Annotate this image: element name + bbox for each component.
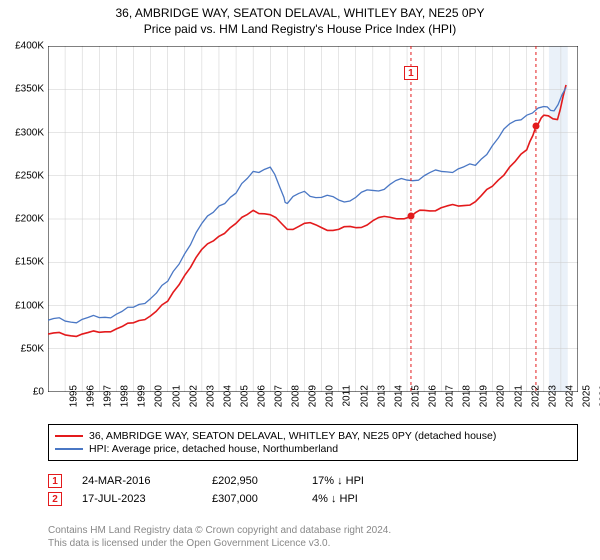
x-tick-label: 1998	[120, 385, 131, 407]
sale-point-marker	[532, 123, 539, 130]
x-tick-label: 2015	[410, 385, 421, 407]
x-tick-label: 2011	[341, 385, 352, 407]
legend-label: HPI: Average price, detached house, Nort…	[89, 443, 338, 455]
x-tick-label: 2013	[376, 385, 387, 407]
sale-date: 17-JUL-2023	[82, 493, 192, 505]
sale-date: 24-MAR-2016	[82, 475, 192, 487]
legend-row: HPI: Average price, detached house, Nort…	[55, 443, 571, 455]
sale-row: 2 17-JUL-2023 £307,000 4% ↓ HPI	[48, 492, 578, 506]
x-tick-label: 2022	[530, 385, 541, 407]
x-tick-label: 2000	[154, 385, 165, 407]
x-tick-label: 2014	[393, 385, 404, 407]
x-tick-label: 1996	[85, 385, 96, 407]
x-tick-label: 2016	[427, 385, 438, 407]
chart-area: £0£50K£100K£150K£200K£250K£300K£350K£400…	[48, 46, 578, 392]
y-tick-label: £150K	[0, 257, 44, 268]
legend-swatch	[55, 448, 83, 450]
x-tick-label: 2021	[513, 385, 524, 407]
chart-container: 36, AMBRIDGE WAY, SEATON DELAVAL, WHITLE…	[0, 0, 600, 560]
sale-row: 1 24-MAR-2016 £202,950 17% ↓ HPI	[48, 474, 578, 488]
y-tick-label: £100K	[0, 300, 44, 311]
x-tick-label: 2017	[444, 385, 455, 407]
x-tick-label: 2010	[325, 385, 336, 407]
sale-price: £307,000	[212, 493, 292, 505]
sale-marker-icon: 2	[48, 492, 62, 506]
sale-marker-icon: 1	[48, 474, 62, 488]
sale-number-box: 1	[404, 66, 418, 80]
x-tick-label: 2001	[171, 385, 182, 407]
footer-line2: This data is licensed under the Open Gov…	[48, 537, 578, 550]
x-tick-label: 1997	[102, 385, 113, 407]
x-tick-label: 2002	[188, 385, 199, 407]
x-tick-label: 2003	[205, 385, 216, 407]
title-line2: Price paid vs. HM Land Registry's House …	[10, 22, 590, 36]
y-tick-label: £350K	[0, 84, 44, 95]
x-tick-label: 2019	[479, 385, 490, 407]
x-tick-label: 2018	[461, 385, 472, 407]
x-tick-label: 2023	[547, 385, 558, 407]
x-tick-label: 2012	[359, 385, 370, 407]
x-tick-label: 2007	[273, 385, 284, 407]
sale-price: £202,950	[212, 475, 292, 487]
footer-line1: Contains HM Land Registry data © Crown c…	[48, 524, 578, 537]
x-tick-label: 2024	[564, 385, 575, 407]
title-block: 36, AMBRIDGE WAY, SEATON DELAVAL, WHITLE…	[0, 0, 600, 38]
legend-swatch	[55, 435, 83, 437]
x-tick-label: 2025	[581, 385, 592, 407]
sale-delta: 4% ↓ HPI	[312, 493, 392, 505]
x-tick-label: 2009	[308, 385, 319, 407]
x-tick-label: 1995	[68, 385, 79, 407]
x-tick-label: 2004	[222, 385, 233, 407]
footer-attribution: Contains HM Land Registry data © Crown c…	[48, 524, 578, 550]
y-tick-label: £400K	[0, 41, 44, 52]
x-tick-label: 2008	[291, 385, 302, 407]
title-line1: 36, AMBRIDGE WAY, SEATON DELAVAL, WHITLE…	[10, 6, 590, 20]
sale-point-marker	[407, 213, 414, 220]
y-tick-label: £200K	[0, 214, 44, 225]
legend-label: 36, AMBRIDGE WAY, SEATON DELAVAL, WHITLE…	[89, 430, 496, 442]
y-tick-label: £300K	[0, 127, 44, 138]
plot-svg	[48, 46, 578, 392]
y-tick-label: £250K	[0, 170, 44, 181]
x-tick-label: 2006	[256, 385, 267, 407]
x-tick-label: 2005	[239, 385, 250, 407]
y-tick-label: £0	[0, 387, 44, 398]
sale-delta: 17% ↓ HPI	[312, 475, 392, 487]
legend-box: 36, AMBRIDGE WAY, SEATON DELAVAL, WHITLE…	[48, 424, 578, 461]
legend-row: 36, AMBRIDGE WAY, SEATON DELAVAL, WHITLE…	[55, 430, 571, 442]
sales-table: 1 24-MAR-2016 £202,950 17% ↓ HPI 2 17-JUL-202…	[48, 470, 578, 510]
x-tick-label: 2020	[496, 385, 507, 407]
y-tick-label: £50K	[0, 343, 44, 354]
x-tick-label: 1999	[137, 385, 148, 407]
